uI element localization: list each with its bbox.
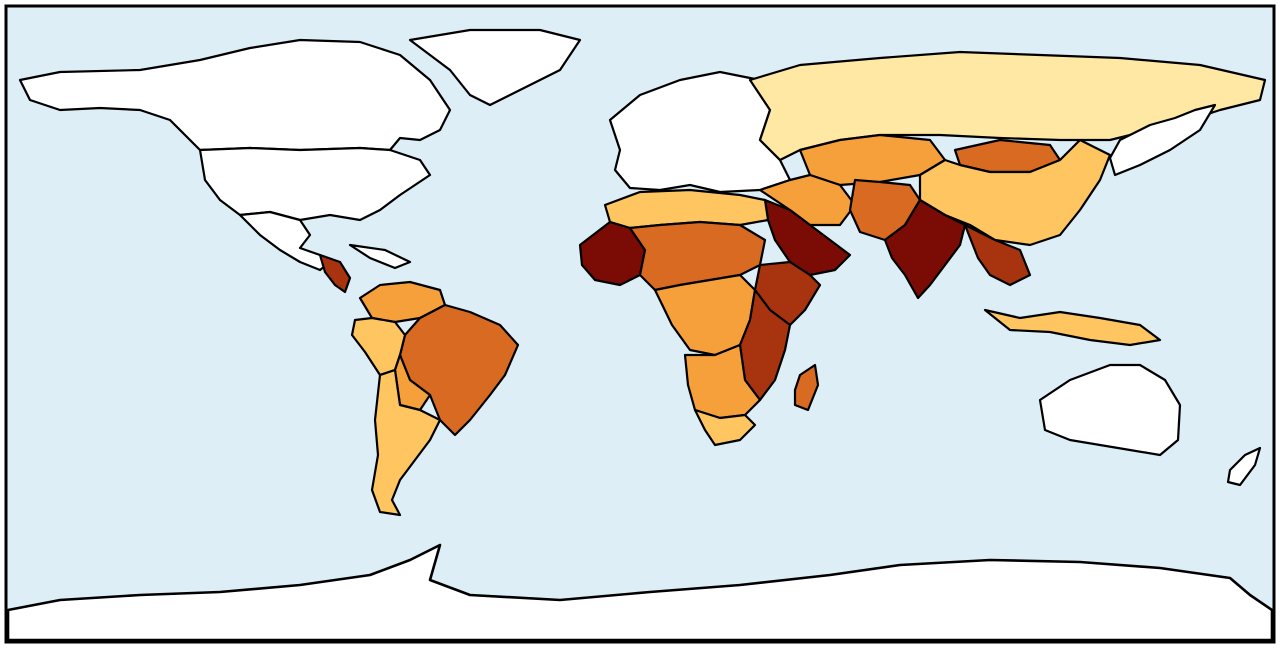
region-central-america — [318, 253, 352, 294]
region-china — [918, 138, 1112, 247]
region-southeast-asia — [963, 223, 1032, 287]
region-south-africa — [693, 408, 757, 447]
region-japan-korea — [1108, 103, 1217, 177]
region-new-zealand — [1226, 446, 1262, 487]
region-arabian-peninsula — [763, 198, 852, 277]
region-caribbean — [348, 243, 412, 270]
region-greenland — [408, 28, 582, 107]
region-indonesia — [983, 308, 1162, 347]
region-southern-africa — [683, 343, 762, 420]
region-canada-alaska — [18, 38, 452, 152]
region-argentina-chile — [370, 368, 442, 517]
region-east-africa — [738, 288, 792, 402]
region-antarctica — [6, 543, 1274, 642]
region-usa — [198, 146, 432, 222]
region-india — [883, 198, 967, 300]
region-madagascar — [793, 363, 820, 412]
region-australia — [1038, 363, 1182, 457]
